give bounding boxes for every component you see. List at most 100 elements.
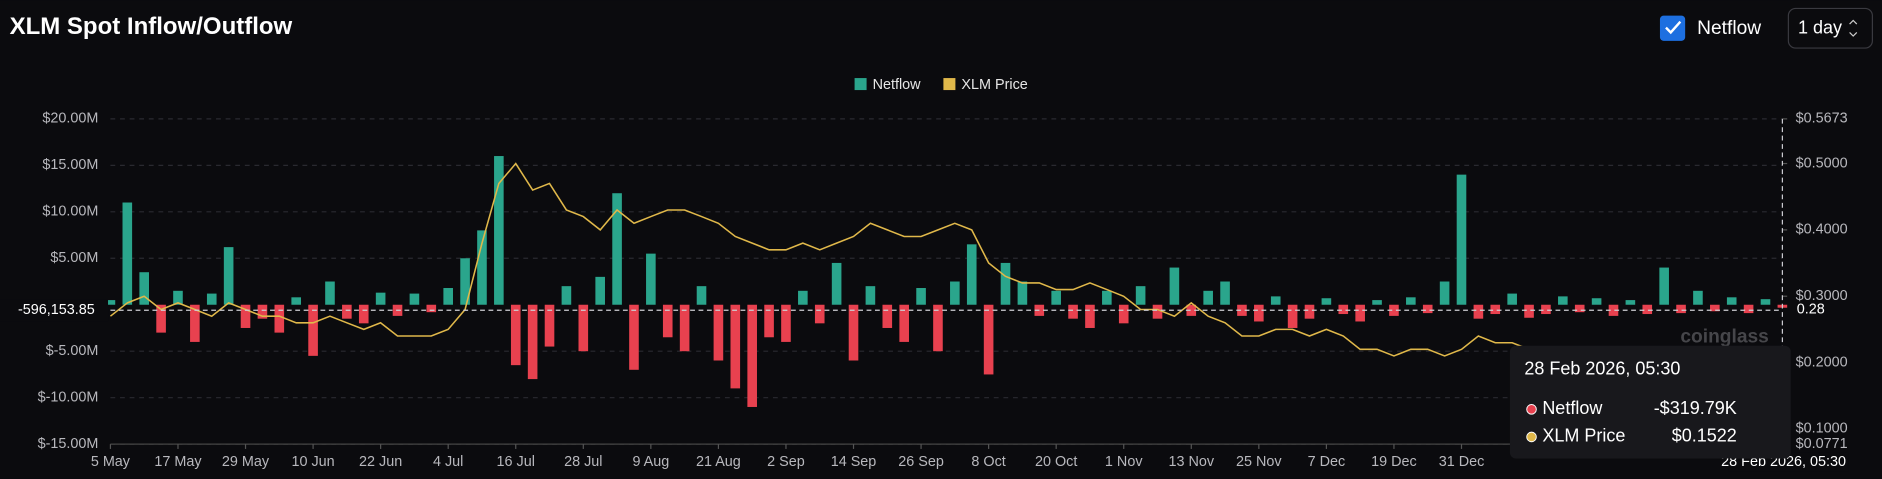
netflow-bar <box>1135 286 1146 305</box>
netflow-bar <box>1389 304 1399 316</box>
y2-tick-label: $0.5673 <box>1796 111 1848 127</box>
netflow-bar <box>510 304 521 366</box>
netflow-bar <box>1102 290 1112 305</box>
x-tick-label: 29 May <box>222 454 270 470</box>
netflow-bar <box>477 230 487 305</box>
y2-tick-label: $0.5000 <box>1796 155 1848 171</box>
y-tick-label: $-15.00M <box>38 436 99 452</box>
netflow-bar <box>578 304 589 352</box>
netflow-bar <box>1085 304 1095 328</box>
legend-label[interactable]: Netflow <box>873 77 922 93</box>
netflow-bar <box>1220 281 1230 305</box>
netflow-bar <box>358 304 369 324</box>
netflow-bar <box>375 292 386 305</box>
x-tick-label: 22 Jun <box>359 454 402 470</box>
netflow-bar <box>240 304 251 328</box>
y2-tick-label: $0.3000 <box>1796 288 1848 304</box>
price-line <box>109 162 1783 396</box>
netflow-bar <box>139 272 150 305</box>
netflow-bar <box>1287 304 1298 328</box>
netflow-bar <box>1237 304 1247 316</box>
netflow-bar <box>1000 262 1011 305</box>
netflow-bar <box>798 290 808 305</box>
x-tick-label: 31 Dec <box>1439 454 1485 470</box>
netflow-bar <box>1473 304 1484 319</box>
x-tick-label: 19 Dec <box>1371 454 1417 470</box>
netflow-bar <box>983 304 994 375</box>
tooltip-box <box>1509 345 1791 459</box>
y-tick-label: $-10.00M <box>38 389 99 405</box>
netflow-bar <box>1051 290 1061 305</box>
x-tick-label: 1 Nov <box>1105 454 1143 470</box>
toggle-label[interactable]: Netflow <box>1697 18 1761 39</box>
netflow-bar <box>781 304 791 342</box>
netflow-bar <box>1642 304 1653 315</box>
netflow-bar <box>848 304 859 361</box>
netflow-bar <box>494 156 504 305</box>
netflow-bar <box>1574 304 1585 313</box>
netflow-bar <box>1118 304 1129 324</box>
x-tick-label: 17 May <box>154 454 202 470</box>
netflow-bar <box>916 288 926 305</box>
netflow-bar <box>223 247 234 305</box>
netflow-bar <box>291 297 301 305</box>
netflow-bar <box>1541 304 1551 315</box>
legend-swatch[interactable] <box>943 78 956 91</box>
netflow-bar <box>1372 300 1382 305</box>
interval-select[interactable] <box>1787 7 1873 49</box>
netflow-bar <box>1625 300 1636 305</box>
netflow-bar <box>325 281 335 305</box>
netflow-checkbox[interactable] <box>1659 15 1686 41</box>
netflow-bar <box>831 262 842 305</box>
netflow-bar <box>1406 297 1416 305</box>
x-tick-label: 5 May <box>91 454 131 470</box>
x-tick-label: 8 Oct <box>971 454 1005 470</box>
netflow-bar <box>1676 304 1686 314</box>
netflow-bar <box>629 304 639 370</box>
y-tick-label: $5.00M <box>50 250 98 266</box>
x-tick-label: 26 Sep <box>898 454 944 470</box>
netflow-bar <box>544 304 555 347</box>
netflow-bar <box>899 304 909 342</box>
netflow-bar <box>933 304 943 352</box>
netflow-bar <box>747 304 757 407</box>
netflow-bar <box>1338 304 1349 315</box>
netflow-bar <box>1608 304 1619 316</box>
netflow-bar <box>460 258 470 305</box>
y-tick-label: $-5.00M <box>46 343 99 359</box>
tooltip-name: Netflow <box>1542 398 1603 418</box>
y2-tick-label: $0.0771 <box>1796 436 1848 452</box>
legend-label[interactable]: XLM Price <box>961 77 1027 93</box>
netflow-bar <box>713 304 724 361</box>
netflow-bar <box>814 304 825 324</box>
legend-swatch[interactable] <box>854 78 867 91</box>
netflow-bar <box>1355 304 1365 322</box>
netflow-bar <box>1169 267 1180 305</box>
tooltip-dot <box>1526 404 1537 415</box>
tooltip-dot <box>1526 431 1537 443</box>
netflow-bar <box>1524 304 1534 318</box>
netflow-bar <box>426 304 437 313</box>
netflow-bar <box>882 304 893 328</box>
netflow-bar <box>662 304 673 338</box>
watermark: coinglass <box>1680 326 1769 347</box>
checkmark <box>1665 20 1682 35</box>
netflow-bar <box>443 288 453 305</box>
netflow-bar <box>764 304 774 338</box>
netflow-bar <box>966 244 977 305</box>
x-tick-label: 10 Jun <box>291 454 334 470</box>
netflow-bar <box>1456 174 1467 305</box>
y-tick-label: $15.00M <box>42 157 98 173</box>
netflow-bar <box>342 304 352 319</box>
netflow-bar <box>679 304 690 352</box>
netflow-bar <box>1304 304 1315 319</box>
x-tick-label: 7 Dec <box>1308 454 1346 470</box>
netflow-bar <box>1693 290 1703 305</box>
netflow-bar <box>1591 298 1602 305</box>
netflow-bar <box>865 286 876 305</box>
y2-tick-label: $0.4000 <box>1796 222 1848 238</box>
netflow-bar <box>1152 304 1163 319</box>
interval-label[interactable]: 1 day <box>1798 18 1842 38</box>
netflow-bar <box>1068 304 1078 319</box>
